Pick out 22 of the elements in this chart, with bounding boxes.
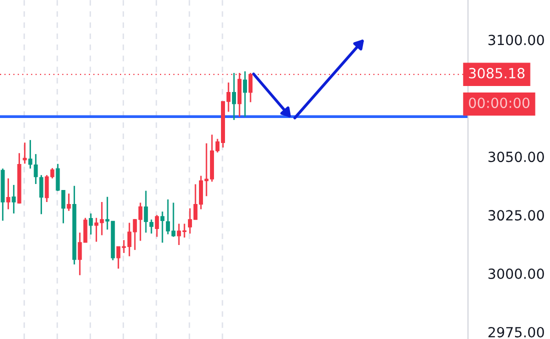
candlestick [232,72,236,121]
candlestick [39,174,44,215]
candlestick [160,210,164,244]
y-tick-label: 3050.00 [488,152,544,162]
y-tick-label: 3025.00 [488,210,544,221]
y-tick-label: 3100.00 [488,34,544,46]
y-tick-label: 3000.00 [488,268,544,280]
candlestick [28,139,32,170]
candlestick [154,214,159,238]
candlestick [243,70,248,118]
candlestick [12,184,16,214]
candlestick [6,178,10,210]
candlestick [22,142,27,164]
candlestick [66,192,71,212]
candlestick [144,190,148,234]
text: 00:00:00 [468,98,530,108]
candlestick [248,72,253,103]
candlestick [34,153,38,185]
ref-line-label: 3085.18 [469,68,524,78]
candlestick [88,212,93,236]
y-tick-label: 2975.00 [488,326,544,338]
candlestick [149,218,154,234]
